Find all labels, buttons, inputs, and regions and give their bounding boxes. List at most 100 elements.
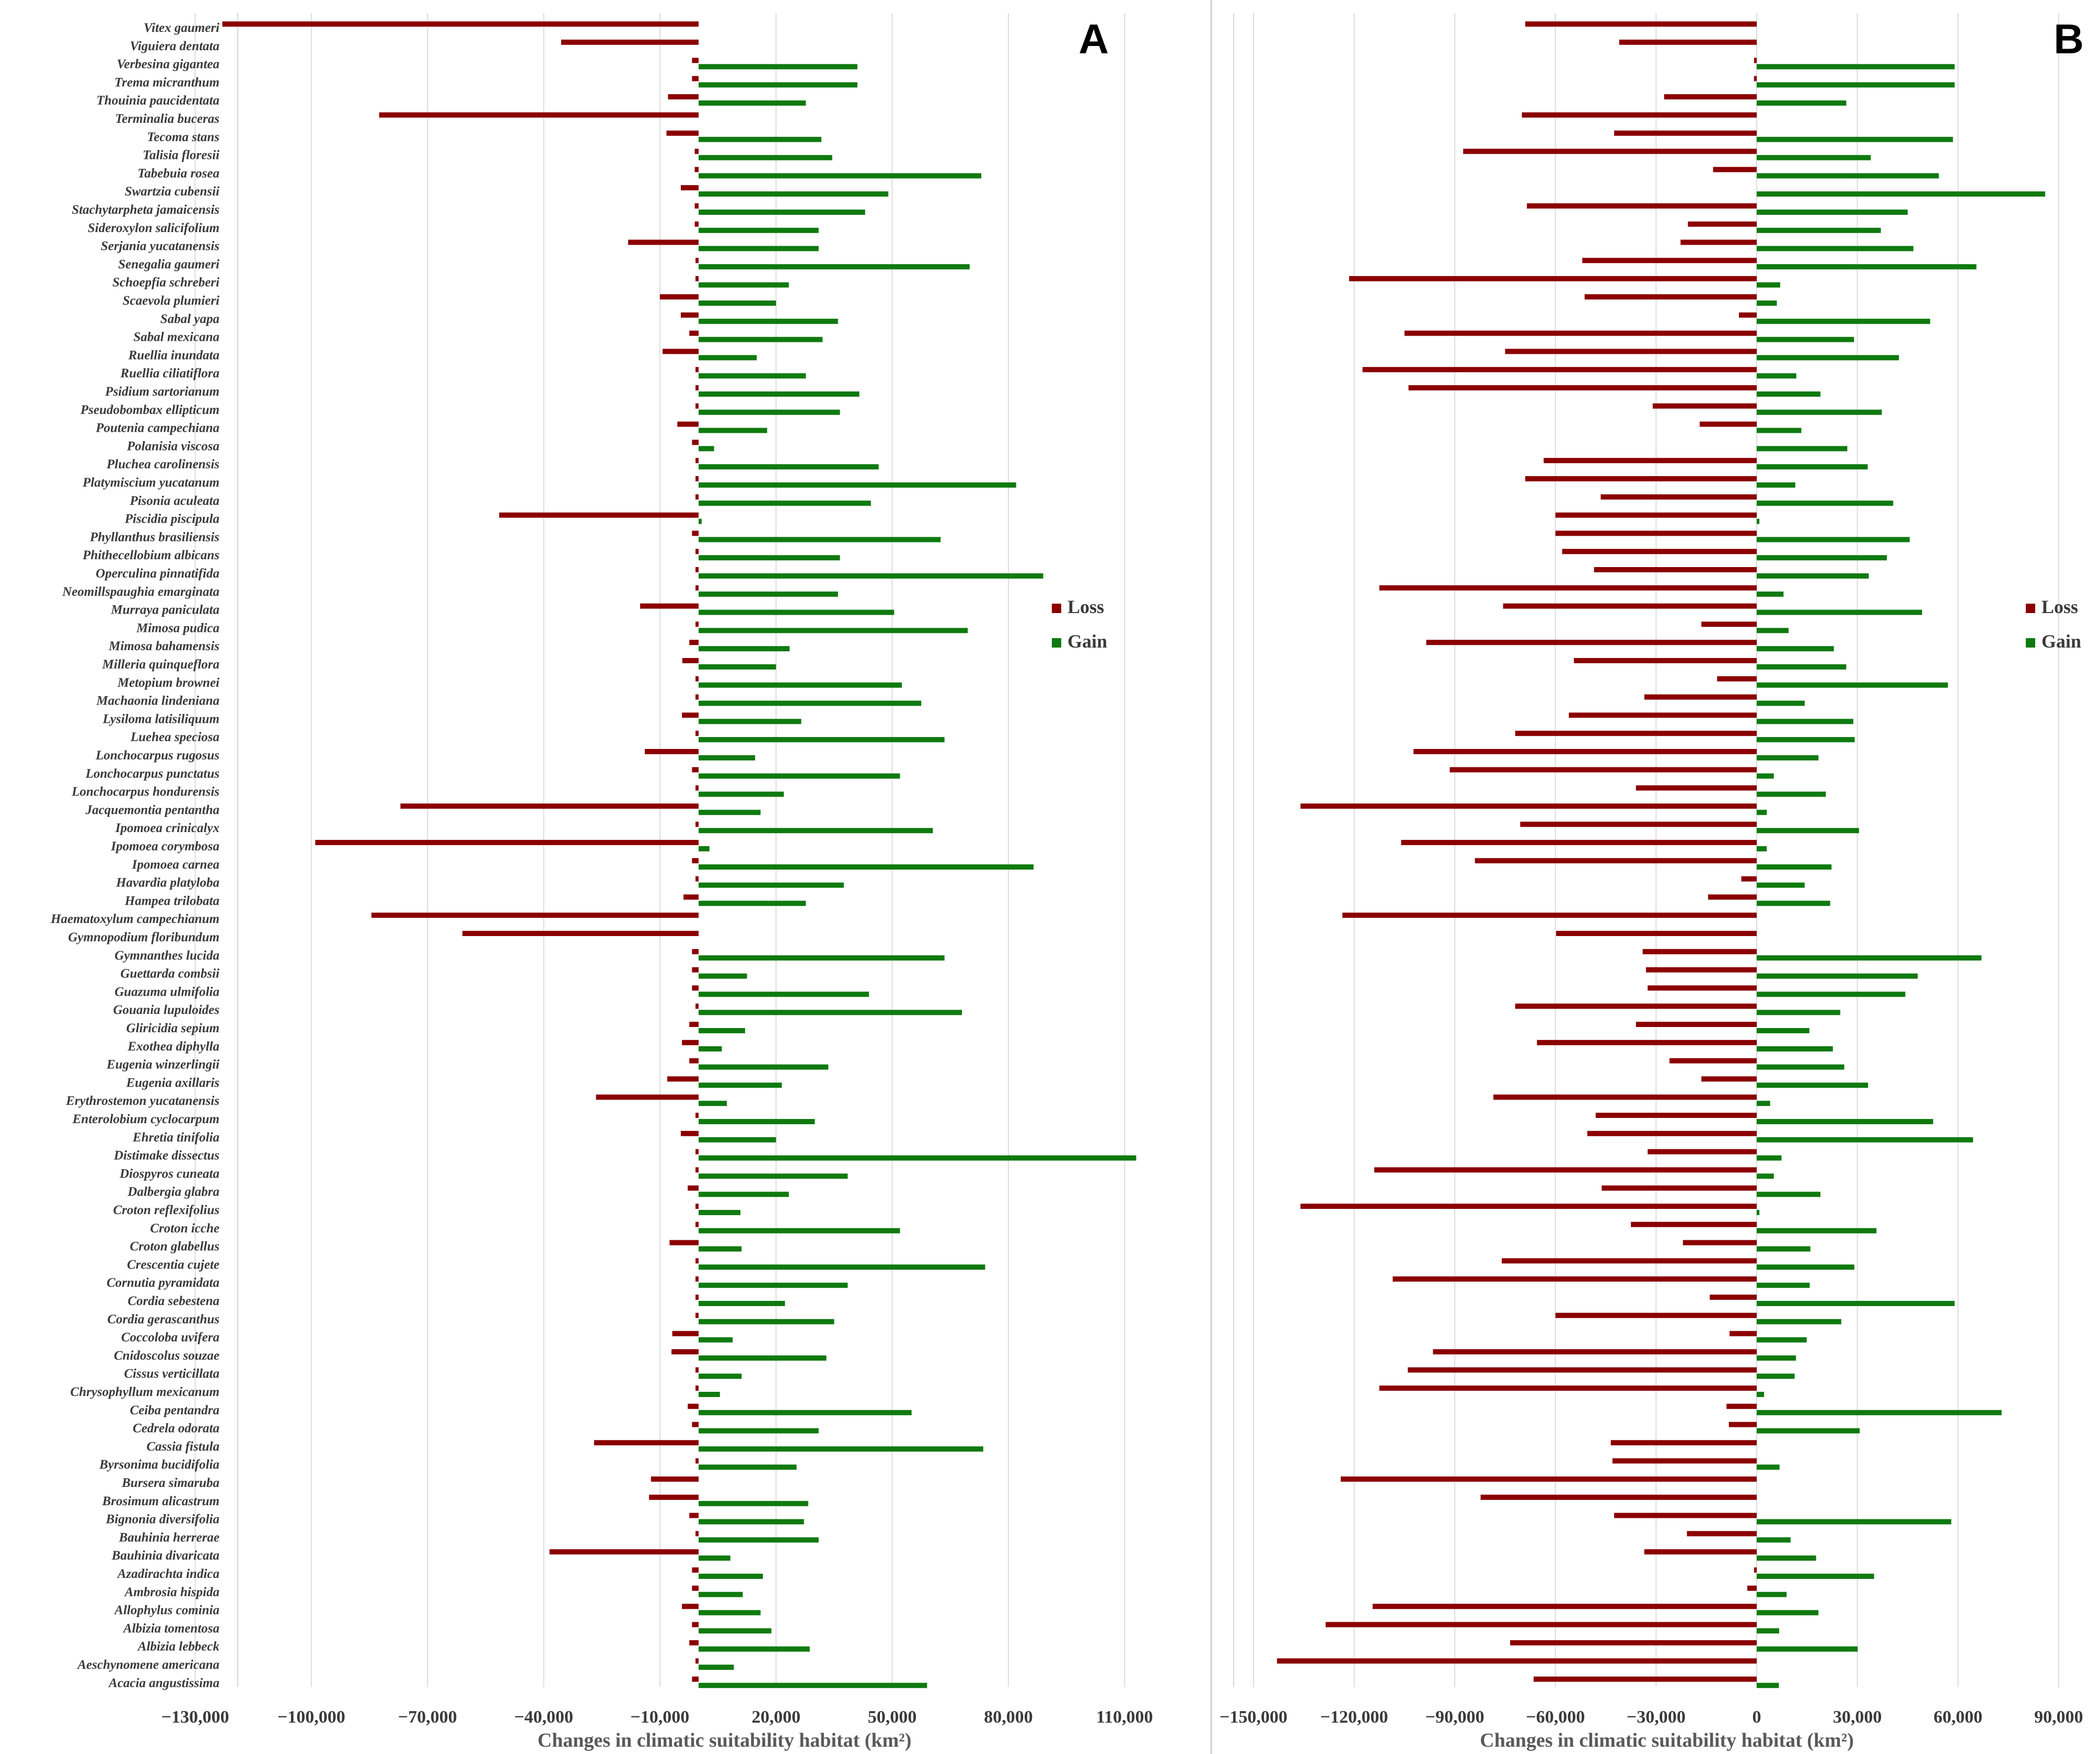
loss-bar	[1701, 1076, 1757, 1082]
gain-bar	[699, 882, 844, 888]
species-label: Cedrela odorata	[133, 1422, 219, 1436]
legend-swatch-gain	[1052, 638, 1061, 648]
loss-bar	[561, 39, 699, 45]
loss-bar	[680, 1130, 699, 1136]
loss-bar	[549, 1549, 699, 1555]
gain-bar	[699, 1064, 829, 1070]
gain-bar	[699, 1137, 776, 1143]
legend-swatch-loss	[2026, 604, 2035, 613]
loss-bar	[379, 112, 699, 118]
gain-bar	[699, 901, 806, 906]
gain-bar	[1757, 1646, 1858, 1652]
gain-bar	[699, 100, 806, 106]
loss-bar	[1556, 931, 1757, 936]
species-label: Neomillspaughia emarginata	[62, 585, 219, 599]
loss-bar	[682, 658, 699, 663]
gain-bar	[699, 446, 714, 452]
gain-bar	[1757, 973, 1918, 979]
gain-bar	[699, 1246, 742, 1252]
gain-bar	[699, 1028, 745, 1033]
gain-bar	[699, 1210, 741, 1215]
gain-bar	[1757, 719, 1853, 724]
gain-bar	[1757, 1101, 1770, 1106]
species-label: Psidium sartorianum	[105, 385, 219, 399]
species-label: Scaevola plumieri	[123, 294, 219, 308]
gain-bar	[699, 1501, 808, 1506]
species-label: Pluchea carolinensis	[106, 457, 219, 471]
loss-bar	[694, 221, 699, 227]
loss-bar	[692, 57, 699, 63]
species-label: Lonchocarpus hondurensis	[71, 785, 219, 799]
loss-bar	[695, 276, 699, 282]
loss-bar	[692, 858, 699, 863]
gain-bar	[1757, 537, 1910, 543]
gain-bar	[1757, 301, 1777, 306]
gain-bar	[1757, 1591, 1787, 1597]
loss-bar	[1408, 1367, 1757, 1373]
loss-bar	[462, 931, 699, 936]
gain-bar	[699, 500, 871, 506]
loss-bar	[596, 1094, 699, 1100]
species-label: Swartzia cubensii	[125, 184, 219, 199]
loss-bar	[695, 1658, 699, 1664]
x-tick-label: −40,000	[514, 1707, 573, 1727]
gain-bar	[699, 337, 823, 342]
species-label: Trema micranthum	[114, 75, 219, 89]
loss-bar	[692, 76, 699, 82]
species-label: Vitex gaumeri	[144, 21, 219, 35]
gain-bar	[699, 828, 933, 834]
gain-bar	[699, 1119, 815, 1124]
loss-bar	[672, 1331, 699, 1336]
species-label: Croton reflexifolius	[113, 1203, 220, 1217]
loss-bar	[1379, 585, 1757, 591]
gain-bar	[1757, 810, 1767, 815]
gain-bar	[699, 1392, 720, 1397]
gain-bar	[1757, 155, 1871, 160]
loss-bar	[1574, 658, 1757, 663]
species-label: Dalbergia glabra	[127, 1185, 219, 1199]
loss-bar	[1688, 221, 1757, 227]
gain-bar	[1757, 1283, 1810, 1288]
species-label: Albizia tomentosa	[122, 1621, 219, 1635]
loss-bar	[1595, 1113, 1757, 1118]
x-tick-label: 30,000	[1833, 1707, 1882, 1727]
loss-bar	[1503, 603, 1757, 609]
species-label: Lonchocarpus punctatus	[85, 767, 219, 781]
loss-bar	[695, 1367, 699, 1373]
gain-bar	[1757, 1228, 1877, 1233]
gain-bar	[1757, 773, 1774, 779]
loss-bar	[1701, 621, 1757, 627]
loss-bar	[1582, 258, 1757, 263]
loss-bar	[1525, 21, 1757, 27]
x-axis-title: Changes in climatic suitability habitat …	[538, 1729, 912, 1751]
gain-bar	[1757, 1264, 1854, 1270]
gain-bar	[1757, 1301, 1955, 1306]
gain-bar	[699, 628, 968, 633]
gain-bar	[1757, 1628, 1780, 1634]
loss-bar	[499, 512, 699, 518]
loss-bar	[695, 676, 699, 682]
loss-bar	[1562, 549, 1757, 555]
loss-bar	[1537, 1040, 1757, 1045]
gain-bar	[1757, 991, 1906, 997]
loss-bar	[1644, 694, 1757, 700]
species-label: Diospyros cuneata	[119, 1167, 219, 1181]
loss-bar	[695, 1167, 699, 1173]
species-label: Albizia lebbeck	[137, 1640, 220, 1654]
gain-bar	[1757, 1464, 1780, 1470]
loss-bar	[1374, 1167, 1757, 1173]
gain-bar	[1757, 1519, 1952, 1525]
species-label: Schoepfia schreberi	[112, 275, 219, 290]
loss-bar	[1647, 1149, 1757, 1155]
loss-bar	[1515, 731, 1757, 736]
species-label: Exothea diphylla	[127, 1040, 219, 1054]
loss-bar	[695, 1458, 699, 1464]
loss-bar	[1619, 39, 1757, 45]
species-label: Jacquemontia pentantha	[85, 803, 219, 817]
loss-bar	[695, 1312, 699, 1318]
loss-bar	[371, 913, 699, 918]
gain-bar	[1757, 246, 1913, 251]
species-label: Lonchocarpus rugosus	[95, 748, 219, 763]
loss-bar	[1525, 476, 1757, 481]
gain-bar	[1757, 1537, 1791, 1543]
